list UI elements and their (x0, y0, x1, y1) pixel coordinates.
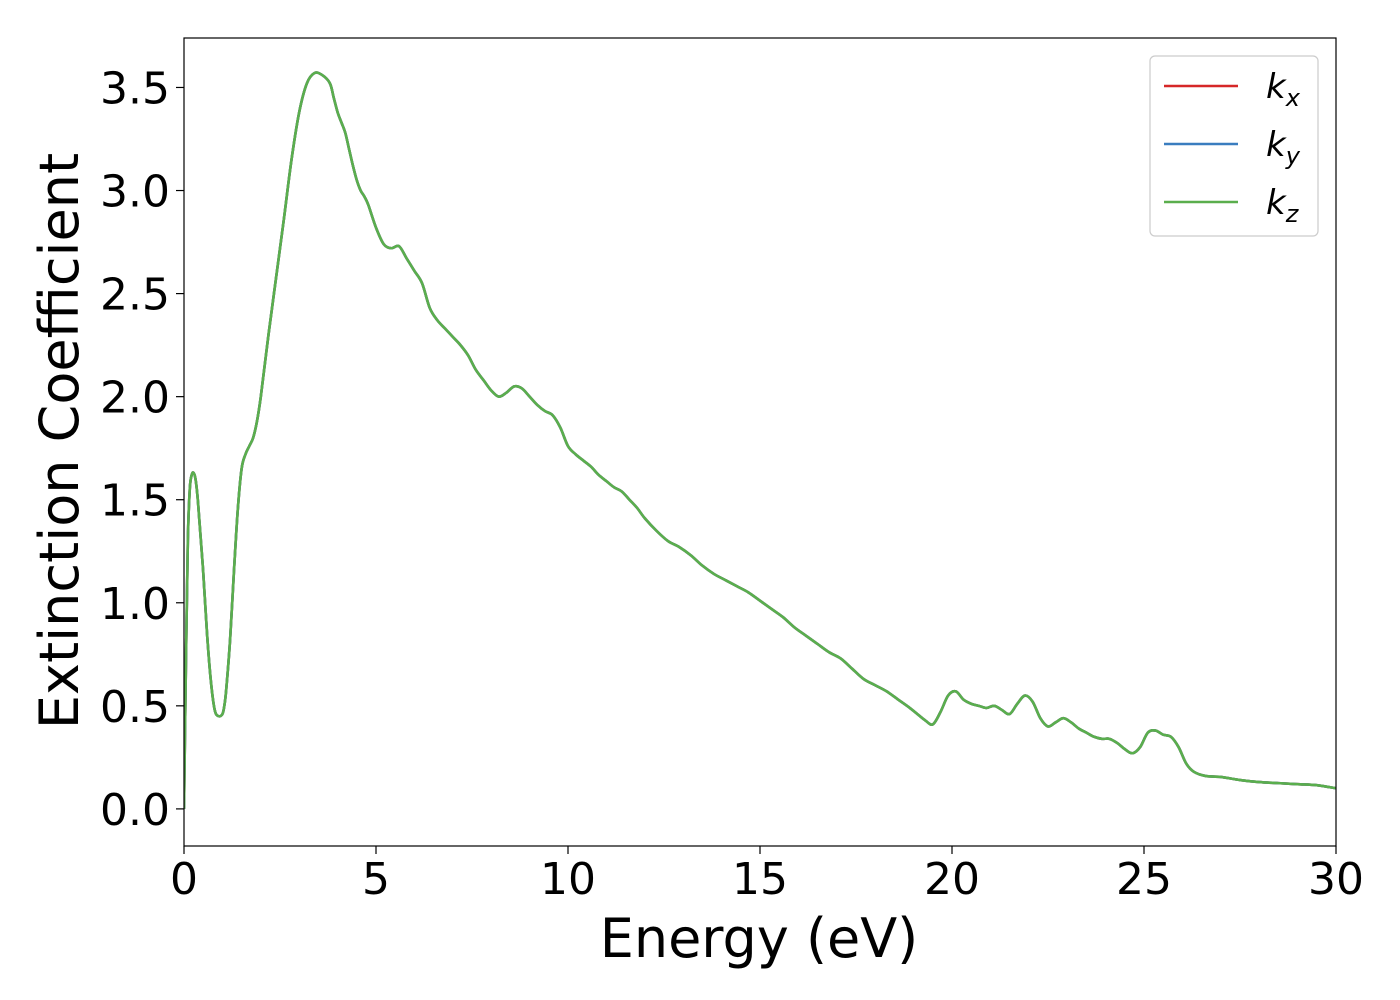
y-axis-ticks: 0.0 0.5 1.0 1.5 2.0 2.5 3.0 3.5 (100, 63, 184, 836)
y-tick-label: 3.0 (100, 167, 170, 218)
legend-label-x: kx (1266, 67, 1301, 112)
x-axis-label: Energy (eV) (600, 907, 919, 970)
x-axis-ticks: 0 5 10 15 20 25 30 (170, 846, 1364, 905)
y-axis-label: Extinction Coefficient (28, 153, 91, 729)
y-tick-label: 1.0 (100, 579, 170, 630)
y-tick-label: 0.5 (100, 682, 170, 733)
series-line-z (184, 71, 1336, 809)
series-layer (184, 71, 1336, 809)
legend-box (1149, 55, 1319, 237)
x-tick-label: 30 (1308, 854, 1364, 905)
y-tick-label: 1.5 (100, 476, 170, 527)
legend: kx ky kz (1149, 55, 1319, 237)
x-tick-label: 5 (362, 854, 390, 905)
y-tick-label: 2.5 (100, 270, 170, 321)
x-tick-label: 20 (924, 854, 980, 905)
x-tick-label: 10 (540, 854, 596, 905)
y-tick-label: 3.5 (100, 63, 170, 114)
y-tick-label: 0.0 (100, 785, 170, 836)
x-tick-label: 15 (732, 854, 788, 905)
legend-label-z: kz (1266, 183, 1300, 228)
x-tick-label: 25 (1116, 854, 1172, 905)
legend-label-y: ky (1266, 125, 1301, 170)
y-tick-label: 2.0 (100, 373, 170, 424)
x-tick-label: 0 (170, 854, 198, 905)
